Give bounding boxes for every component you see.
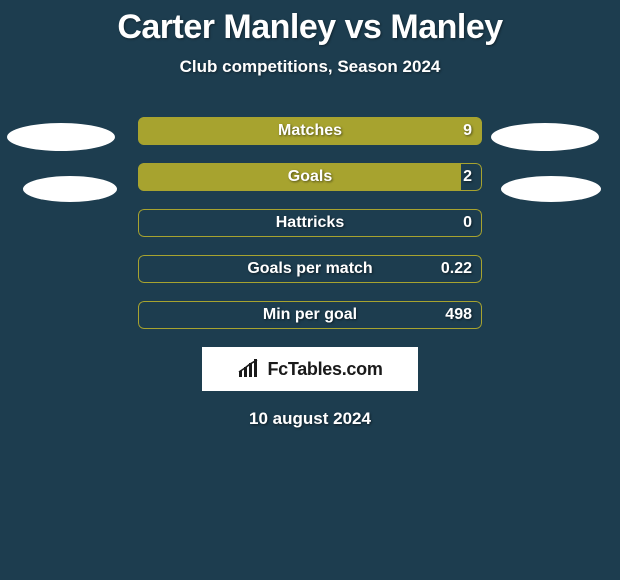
stat-label: Matches (138, 117, 482, 145)
stat-label: Min per goal (138, 301, 482, 329)
side-ellipse (491, 123, 599, 151)
stat-row: Matches9 (138, 117, 482, 145)
side-ellipse (23, 176, 117, 202)
stat-label: Goals (138, 163, 482, 191)
stat-label: Goals per match (138, 255, 482, 283)
side-ellipse (7, 123, 115, 151)
stat-value: 498 (445, 301, 472, 329)
stat-value: 0 (463, 209, 472, 237)
stat-label: Hattricks (138, 209, 482, 237)
stat-row: Min per goal498 (138, 301, 482, 329)
stat-row: Goals2 (138, 163, 482, 191)
stat-value: 0.22 (441, 255, 472, 283)
side-ellipse (501, 176, 601, 202)
logo-box: FcTables.com (202, 347, 418, 391)
stat-row: Hattricks0 (138, 209, 482, 237)
stat-row: Goals per match0.22 (138, 255, 482, 283)
date-label: 10 august 2024 (0, 409, 620, 429)
page-subtitle: Club competitions, Season 2024 (0, 57, 620, 77)
bar-chart-icon (237, 359, 261, 379)
page-title: Carter Manley vs Manley (0, 0, 620, 47)
stat-value: 9 (463, 117, 472, 145)
logo-text: FcTables.com (267, 359, 382, 380)
stat-value: 2 (463, 163, 472, 191)
